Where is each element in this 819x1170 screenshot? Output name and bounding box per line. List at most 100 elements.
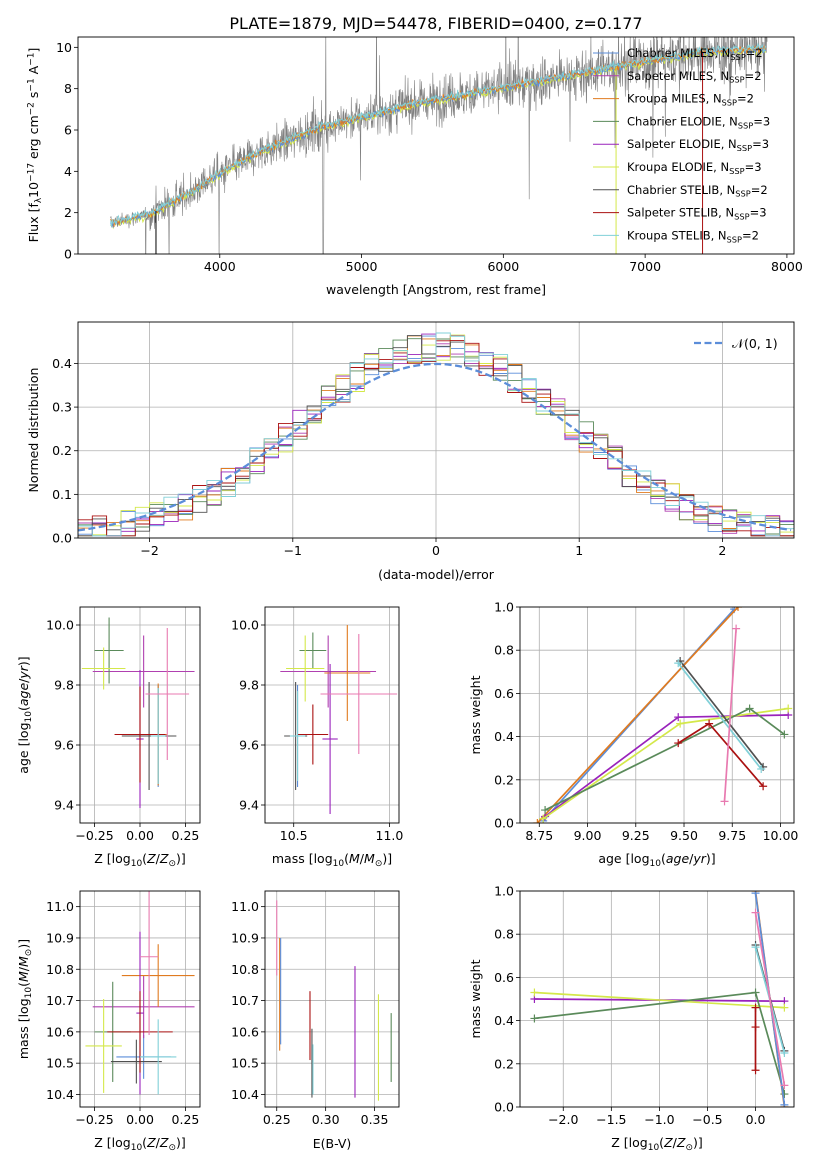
plot-area (81, 617, 195, 808)
y-tick-label: 0.0 (52, 531, 72, 546)
y-tick-label: 10.6 (46, 1024, 74, 1039)
y-tick-label: 0.8 (494, 643, 514, 658)
x-tick-label: 11.0 (376, 828, 404, 843)
x-tick-label: 2 (718, 543, 726, 558)
plot-area (280, 625, 398, 814)
axes-frame (519, 606, 795, 824)
y-tick-label: 9.8 (239, 678, 259, 693)
error-bar-point (107, 991, 173, 1073)
legend-entry: 𝒩(0, 1) (732, 336, 778, 351)
y-tick-label: 0.0 (494, 1100, 514, 1115)
x-tick-label: 6000 (487, 259, 519, 274)
y-tick-label: 2 (64, 205, 72, 220)
y-tick-label: 9.4 (239, 798, 259, 813)
x-axis-label: (data-model)/error (378, 567, 495, 582)
y-tick-label: 10.7 (231, 993, 259, 1008)
weight-series (674, 719, 768, 791)
panel-mass-vs-ebv: 0.25 0.30 0.35 10.4 10.5 10.6 10.7 10.8 10.9 11.0… (231, 890, 400, 1151)
axes-frame (79, 606, 201, 824)
legend: Chabrier MILES, NSSP=2 Salpeter MILES, NS… (593, 46, 770, 244)
axes-frame (77, 321, 795, 539)
weight-series (541, 711, 793, 821)
x-axis-label: E(B-V) (313, 1136, 352, 1151)
x-tick-label: 9.50 (670, 828, 698, 843)
error-bar-point (121, 944, 195, 1007)
y-tick-label: 0.4 (494, 729, 514, 744)
error-bar-point (121, 682, 177, 790)
y-tick-label: 0.2 (494, 1056, 514, 1071)
weight-series (720, 624, 741, 806)
error-bar-point (110, 1039, 162, 1084)
panel-weight-vs-metallicity: −2.0 −1.5 −1.0 −0.5 0.0 0.0 0.2 0.4 0.6 0.8 1.0 Z [… (468, 884, 795, 1153)
y-tick-label: 9.4 (54, 798, 74, 813)
error-bar-point (286, 635, 325, 702)
panel-age-vs-mass: 10.5 11.0 9.4 9.6 9.8 10.0 mass [log10(M/M⊙)] (231, 606, 404, 869)
error-bar-point (140, 1019, 177, 1095)
normal-curve (78, 362, 792, 532)
plot-area (85, 891, 195, 1095)
legend-entry: Kroupa MILES, NSSP=2 (627, 92, 754, 108)
model-spectrum-kroupa-stelib (110, 42, 767, 227)
x-tick-label: −2.0 (548, 1112, 578, 1127)
x-tick-label: 5000 (346, 259, 378, 274)
x-tick-label: 0.25 (263, 1112, 291, 1127)
y-tick-label: 0 (64, 247, 72, 262)
y-tick-label: 4 (64, 164, 72, 179)
x-axis-label: mass [log10(M/M⊙)] (272, 851, 392, 869)
x-tick-label: −0.5 (692, 1112, 722, 1127)
legend-entry: Chabrier STELIB, NSSP=2 (627, 183, 768, 199)
x-tick-label: −0.25 (75, 828, 113, 843)
weight-series (751, 908, 789, 1090)
plot-area (276, 900, 392, 1101)
error-bar-point (150, 688, 166, 784)
y-tick-label: 8 (64, 81, 72, 96)
weight-series (533, 607, 743, 823)
plot-area (78, 332, 794, 537)
y-tick-label: 10.5 (46, 1056, 74, 1071)
y-tick-label: 1.0 (494, 884, 514, 899)
y-axis-label: Flux [fλ10−17 erg cm−2 s−1 A−1] (26, 48, 44, 243)
error-bar-point (140, 891, 159, 1035)
panel-age-vs-metallicity: −0.25 0.00 0.25 9.4 9.6 9.8 10.0 Z [log10(Z/Z⊙)… (16, 606, 201, 869)
panel-weight-vs-age: 8.75 9.00 9.25 9.50 9.75 10.00 0.0 0.2 0.4 0.6 0.8… (468, 600, 798, 870)
x-tick-label: 9.75 (718, 828, 746, 843)
y-tick-label: 0.2 (52, 443, 72, 458)
legend-entry: Salpeter ELODIE, NSSP=3 (627, 137, 769, 153)
error-bar-point (145, 628, 190, 760)
y-tick-label: 0.0 (494, 816, 514, 831)
y-axis-label: mass [log10(M/M⊙)] (16, 939, 34, 1059)
y-tick-label: 10.8 (231, 962, 259, 977)
x-axis-label: Z [log10(Z/Z⊙)] (94, 1135, 186, 1153)
y-tick-label: 10.5 (231, 1056, 259, 1071)
y-tick-label: 11.0 (46, 899, 74, 914)
y-tick-label: 6 (64, 123, 72, 138)
x-tick-label: −1.5 (596, 1112, 626, 1127)
x-axis-label: Z [log10(Z/Z⊙)] (94, 851, 186, 869)
x-tick-label: 7000 (629, 259, 661, 274)
x-tick-label: 0.25 (172, 1112, 200, 1127)
legend-entry: Kroupa STELIB, NSSP=2 (627, 228, 759, 244)
y-axis-label: mass weight (468, 959, 483, 1038)
error-bar-point (289, 691, 306, 781)
y-tick-label: 10 (56, 40, 72, 55)
x-axis-label: age [log10(age/yr)] (598, 851, 715, 869)
weight-series (530, 988, 789, 1099)
plot-area (530, 891, 789, 1107)
error-bar-point (324, 625, 371, 721)
x-tick-label: 8000 (771, 259, 803, 274)
error-bar-point (114, 686, 166, 783)
error-bar-point (280, 635, 377, 708)
x-tick-label: 0.0 (746, 1112, 766, 1127)
error-bar-point (94, 617, 124, 684)
y-tick-label: 9.6 (239, 738, 259, 753)
y-tick-label: 0.3 (52, 400, 72, 415)
x-tick-label: 0.00 (126, 1112, 154, 1127)
y-tick-label: 0.6 (494, 686, 514, 701)
y-tick-label: 0.4 (52, 356, 72, 371)
weight-series (539, 704, 793, 823)
legend-entry: Kroupa ELODIE, NSSP=3 (627, 160, 762, 176)
error-bar-point (297, 704, 329, 765)
y-tick-label: 0.6 (494, 970, 514, 985)
x-tick-label: 1 (575, 543, 583, 558)
